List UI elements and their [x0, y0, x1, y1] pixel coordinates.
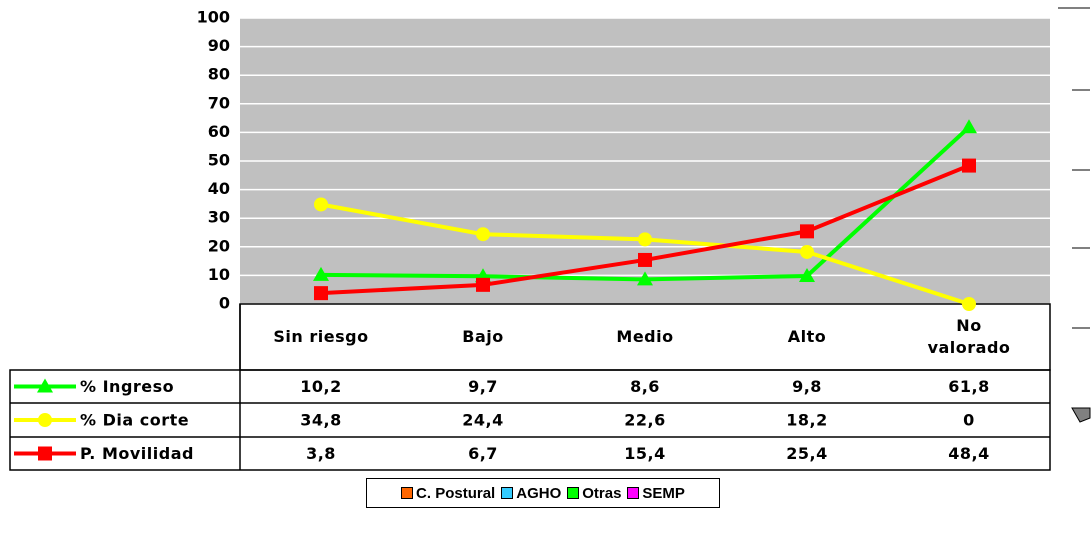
y-tick-label: 60 — [208, 122, 230, 141]
data-point — [961, 119, 977, 134]
legend-swatch — [501, 486, 514, 499]
table-value: 0 — [963, 411, 975, 430]
data-point — [313, 266, 329, 281]
legend-label: Otras — [582, 484, 622, 502]
legend-label: % Ingreso — [80, 377, 174, 396]
legend-swatch — [627, 486, 640, 499]
data-point — [638, 252, 652, 267]
table-value: 6,7 — [468, 444, 498, 463]
y-tick-label: 10 — [208, 265, 230, 284]
x-tick-label: Sin riesgo — [240, 304, 402, 370]
category-text: Medio — [616, 327, 674, 346]
legend-label: P. Movilidad — [80, 444, 194, 463]
table-value: 3,8 — [306, 444, 336, 463]
table-value: 34,8 — [300, 411, 341, 430]
data-point — [314, 286, 328, 301]
y-tick-label: 90 — [208, 36, 230, 55]
legend-label: C. Postural — [416, 484, 496, 502]
legend-item: SEMP — [627, 485, 685, 502]
x-tick-label: Alto — [726, 304, 888, 370]
data-point — [962, 297, 976, 311]
data-point — [314, 197, 328, 212]
y-tick-label: 40 — [208, 179, 230, 198]
y-tick-label: 30 — [208, 208, 230, 227]
data-point — [637, 271, 653, 286]
legend-label: SEMP — [642, 484, 685, 502]
data-point — [476, 277, 490, 292]
table-body-frame — [9, 369, 1051, 471]
legend: C. Postural AGHO Otras SEMP — [366, 478, 720, 508]
legend-label: % Dia corte — [80, 411, 189, 430]
legend-swatch — [401, 486, 414, 499]
x-tick-label: Bajo — [402, 304, 564, 370]
legend-item: Otras — [567, 485, 621, 502]
table-value: 18,2 — [786, 411, 827, 430]
y-tick-label: 50 — [208, 151, 230, 170]
data-point — [962, 158, 976, 173]
x-tick-label: No valorado — [888, 304, 1050, 370]
legend-item: AGHO — [501, 485, 561, 502]
y-tick-label: 70 — [208, 93, 230, 112]
table-value: 9,8 — [792, 377, 822, 396]
category-text: Sin riesgo — [273, 327, 369, 346]
table-value: 22,6 — [624, 411, 665, 430]
legend-marker — [38, 446, 52, 461]
y-tick-label: 100 — [197, 8, 230, 27]
y-tick-label: 20 — [208, 236, 230, 255]
data-point — [800, 224, 814, 239]
y-tick-label: 0 — [219, 294, 230, 313]
table-value: 61,8 — [948, 377, 989, 396]
data-point — [476, 227, 490, 242]
right-decoration — [1058, 7, 1091, 423]
table-value: 15,4 — [624, 444, 665, 463]
data-point — [638, 232, 652, 247]
table-value: 24,4 — [462, 411, 503, 430]
table-value: 10,2 — [300, 377, 341, 396]
table-value: 48,4 — [948, 444, 989, 463]
legend-marker — [38, 413, 52, 427]
legend-marker — [37, 378, 53, 393]
data-point — [800, 244, 814, 259]
category-text: No valorado — [927, 316, 1011, 357]
table-value: 8,6 — [630, 377, 660, 396]
y-tick-label: 80 — [208, 65, 230, 84]
table-value: 25,4 — [786, 444, 827, 463]
category-text: Alto — [787, 327, 827, 346]
data-point — [799, 267, 815, 282]
table-value: 9,7 — [468, 377, 498, 396]
legend-label: AGHO — [516, 484, 562, 502]
legend-swatch — [567, 486, 580, 499]
category-text: Bajo — [462, 327, 504, 346]
x-tick-label: Medio — [564, 304, 726, 370]
legend-item: C. Postural — [401, 485, 495, 502]
